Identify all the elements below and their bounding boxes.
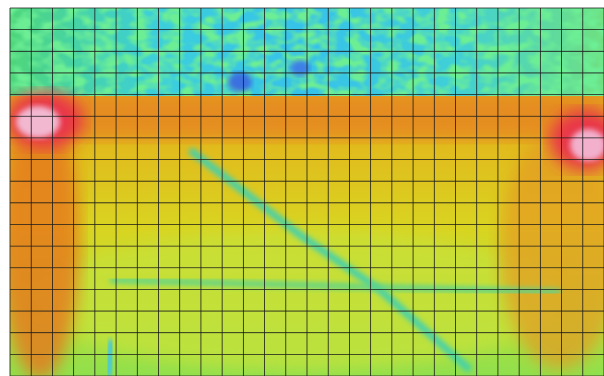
thermal-image — [0, 0, 604, 376]
cold-spot — [228, 72, 252, 92]
warm-zone — [40, 230, 560, 370]
hot-core — [16, 106, 60, 138]
page: (() => { const svg = document.getElement… — [0, 0, 604, 376]
cool-streak — [108, 340, 112, 376]
thermal-field — [0, 8, 604, 376]
